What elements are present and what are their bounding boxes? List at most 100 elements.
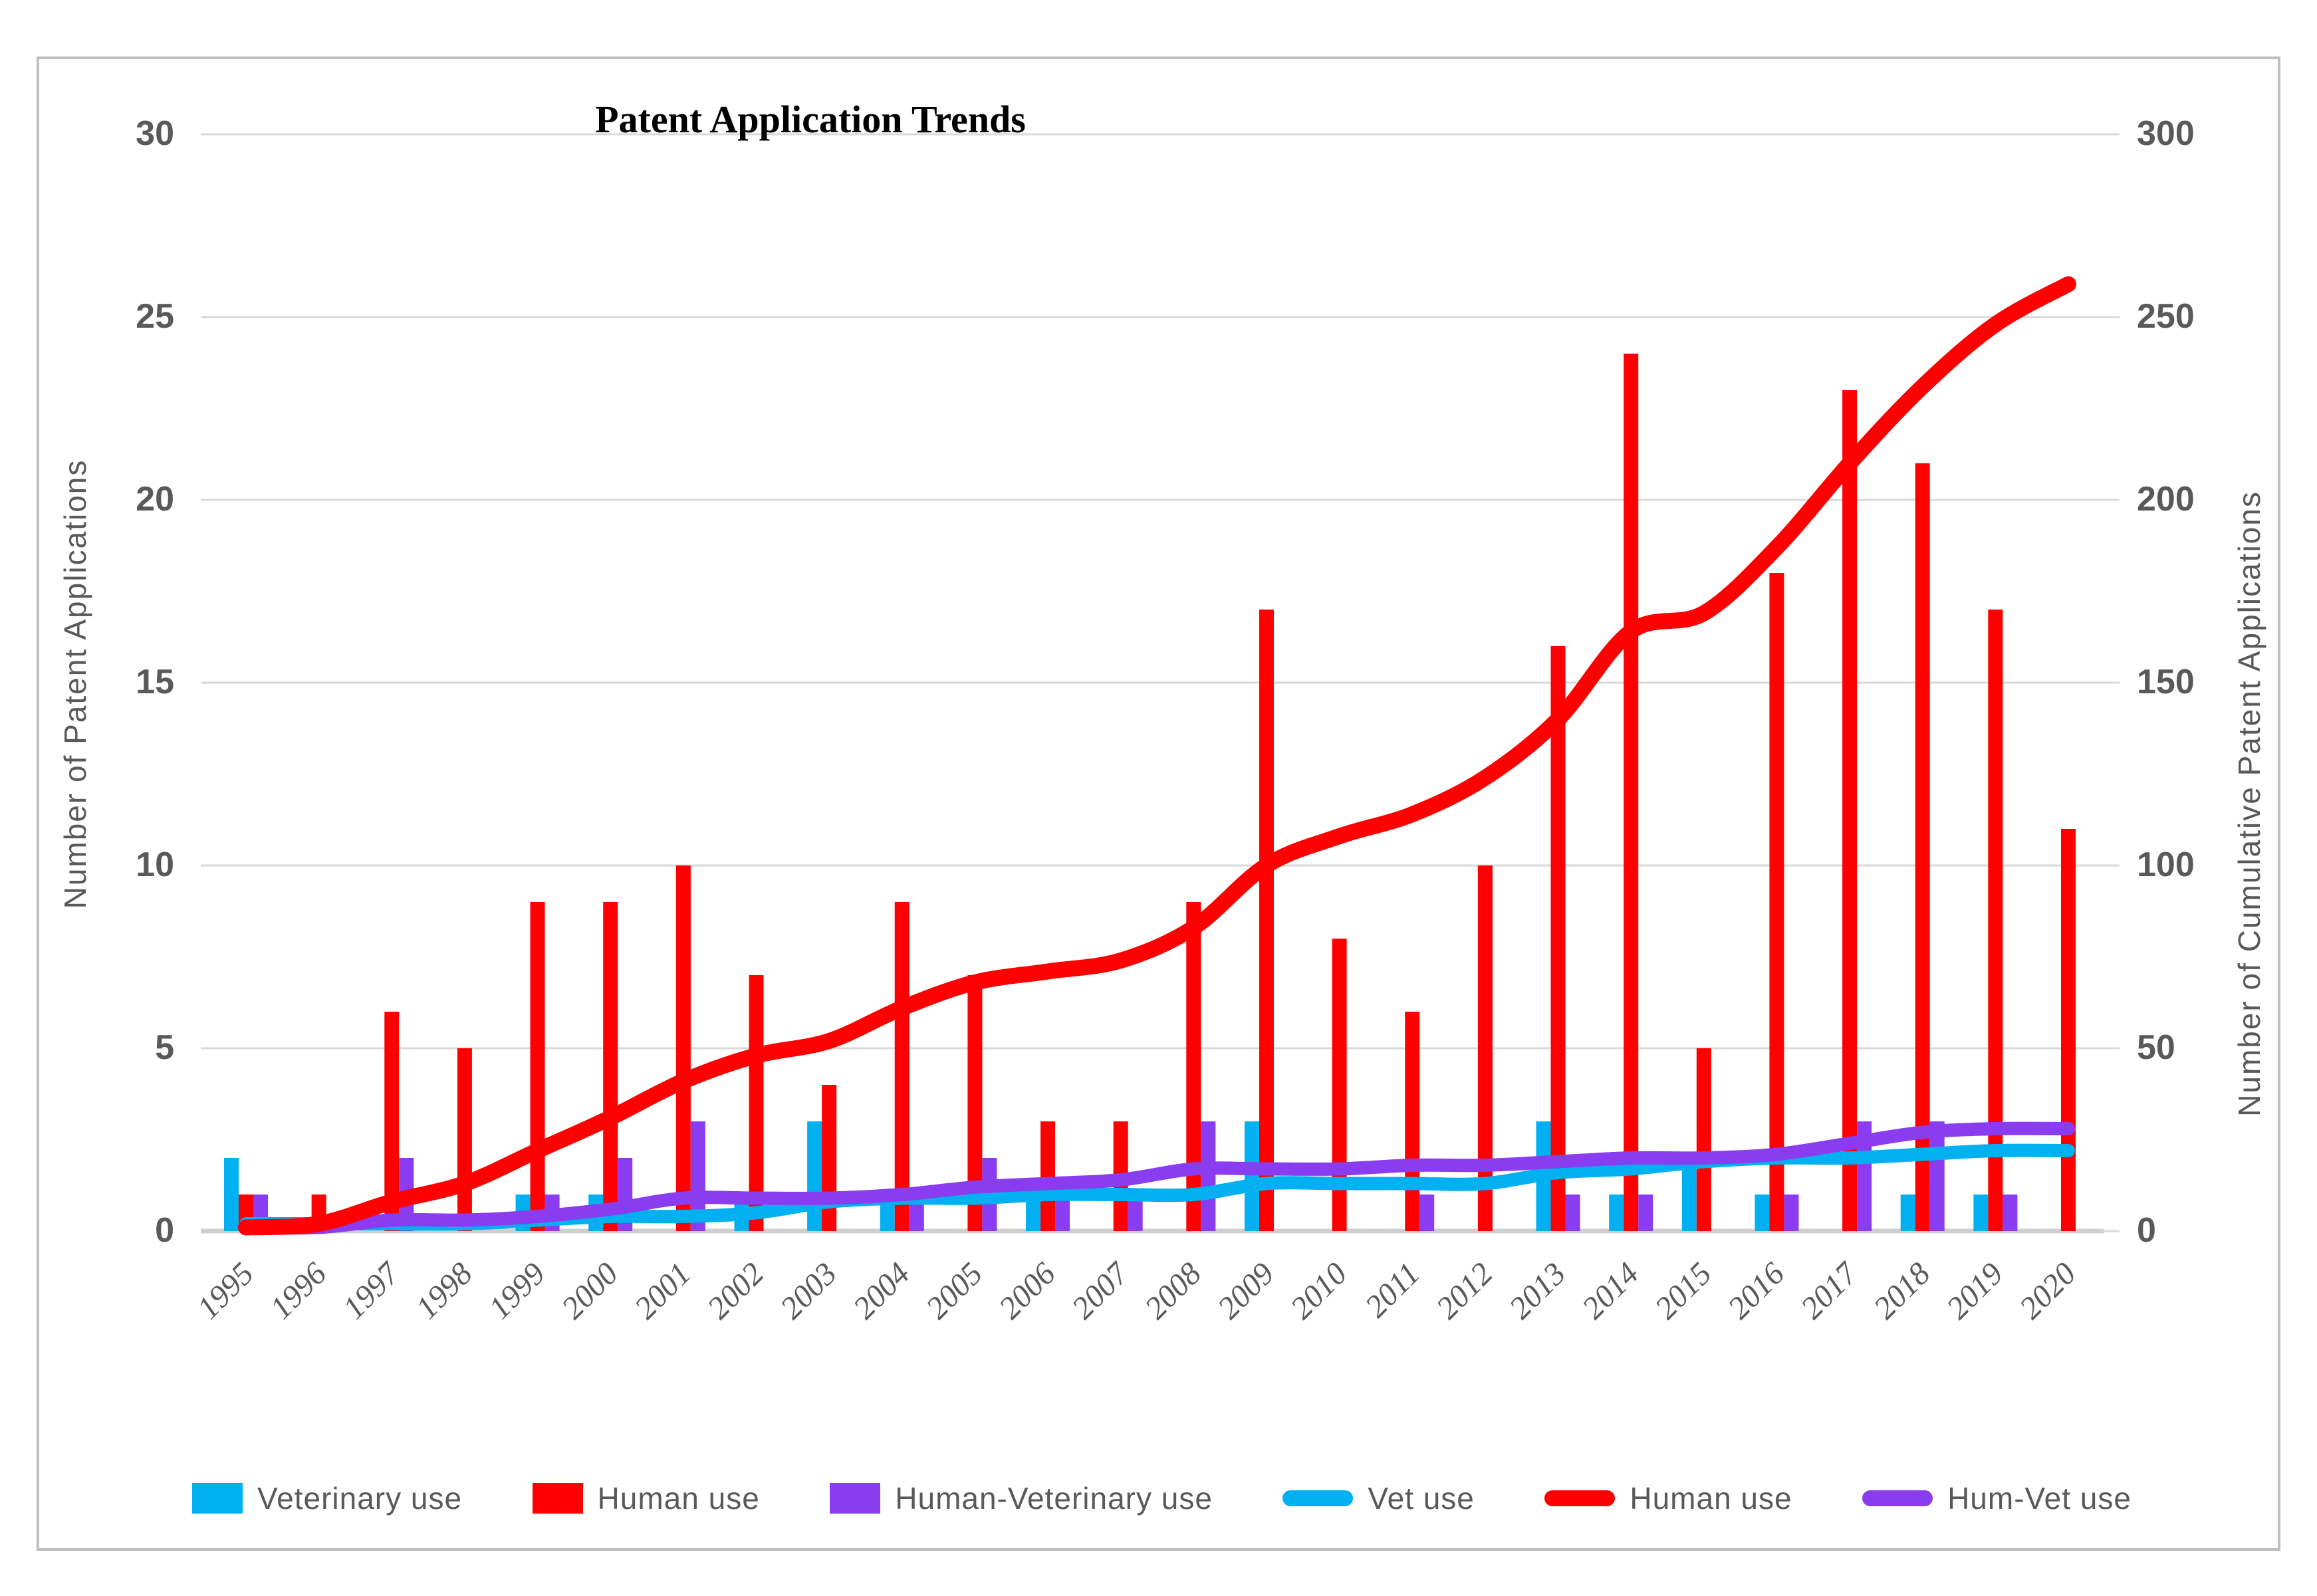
left-axis-title: Number of Patent Applications xyxy=(58,459,92,909)
x-tick-label-2001: 2001 xyxy=(628,1256,697,1325)
right-tick-label-250: 250 xyxy=(2137,297,2195,336)
legend-label: Human use xyxy=(597,1481,760,1516)
x-tick-label-1998: 1998 xyxy=(409,1256,479,1325)
x-tick-label-2008: 2008 xyxy=(1138,1256,1208,1325)
x-tick-label-1996: 1996 xyxy=(263,1256,333,1325)
legend-item-vet-use: Vet use xyxy=(1282,1480,1474,1516)
legend-item-hum-vet-use: Hum-Vet use xyxy=(1862,1480,2132,1516)
x-tick-label-1995: 1995 xyxy=(190,1256,260,1325)
chart-title: Patent Application Trends xyxy=(595,98,1026,141)
legend-label: Human-Veterinary use xyxy=(895,1481,1213,1516)
legend-swatch-bar xyxy=(192,1483,243,1514)
right-tick-label-200: 200 xyxy=(2137,480,2195,518)
legend-item-human-use: Human use xyxy=(1544,1480,1792,1516)
bar-human-use-2019 xyxy=(1988,610,2003,1231)
x-tick-label-2010: 2010 xyxy=(1284,1256,1354,1325)
right-axis-title: Number of Cumulative Patent Applications xyxy=(2232,491,2266,1117)
bar-human-veterinary-use-2019 xyxy=(2003,1195,2018,1231)
bar-human-use-2010 xyxy=(1332,939,1347,1231)
bar-veterinary-use-2018 xyxy=(1900,1195,1915,1231)
cumulative-line-hum-vet-use xyxy=(239,1121,2075,1235)
bar-human-veterinary-use-2013 xyxy=(1565,1195,1580,1231)
legend-item-veterinary-use: Veterinary use xyxy=(192,1480,462,1516)
legend-item-human-use: Human use xyxy=(532,1480,760,1516)
bar-human-use-2013 xyxy=(1550,646,1566,1231)
x-tick-label-2007: 2007 xyxy=(1065,1255,1136,1326)
bar-human-use-2012 xyxy=(1477,865,1493,1231)
bar-human-use-2014 xyxy=(1624,354,1639,1231)
right-tick-label-50: 50 xyxy=(2137,1028,2175,1067)
left-tick-label-25: 25 xyxy=(136,297,174,336)
bar-veterinary-use-2016 xyxy=(1755,1195,1770,1231)
x-tick-label-2019: 2019 xyxy=(1940,1256,2010,1325)
left-tick-label-5: 5 xyxy=(155,1028,174,1067)
bar-human-use-2000 xyxy=(603,902,618,1231)
right-tick-label-300: 300 xyxy=(2137,114,2195,153)
bar-human-veterinary-use-2017 xyxy=(1857,1121,1872,1231)
bar-human-veterinary-use-2011 xyxy=(1419,1195,1435,1231)
legend-label: Human use xyxy=(1630,1481,1792,1516)
bar-human-use-2017 xyxy=(1842,390,1858,1231)
bar-human-veterinary-use-2006 xyxy=(1055,1195,1070,1231)
right-tick-label-100: 100 xyxy=(2137,846,2195,884)
x-tick-label-2005: 2005 xyxy=(919,1256,989,1325)
x-tick-label-2017: 2017 xyxy=(1794,1255,1865,1326)
legend-label: Veterinary use xyxy=(257,1481,463,1516)
bar-human-use-1998 xyxy=(457,1048,472,1231)
bar-veterinary-use-2009 xyxy=(1244,1121,1259,1231)
bar-human-use-2002 xyxy=(749,975,764,1231)
bar-human-veterinary-use-2014 xyxy=(1638,1195,1653,1231)
bar-human-use-1999 xyxy=(530,902,545,1231)
legend-label: Vet use xyxy=(1368,1481,1475,1516)
chart-legend: Veterinary use Human use Human-Veterinary … xyxy=(192,1462,2132,1535)
left-tick-label-0: 0 xyxy=(155,1211,174,1250)
bar-human-use-2003 xyxy=(822,1085,837,1231)
bar-veterinary-use-2014 xyxy=(1609,1195,1624,1231)
x-tick-label-2006: 2006 xyxy=(992,1256,1062,1325)
x-tick-label-2014: 2014 xyxy=(1576,1256,1646,1325)
right-tick-label-150: 150 xyxy=(2137,663,2195,701)
x-tick-label-2009: 2009 xyxy=(1211,1256,1280,1325)
x-tick-label-2016: 2016 xyxy=(1721,1256,1791,1325)
bar-human-veterinary-use-2008 xyxy=(1201,1121,1216,1231)
legend-swatch-line xyxy=(1862,1490,1933,1506)
left-tick-label-15: 15 xyxy=(136,663,174,701)
x-tick-label-2002: 2002 xyxy=(701,1256,771,1325)
left-tick-label-30: 30 xyxy=(136,114,174,153)
bar-veterinary-use-2003 xyxy=(807,1121,822,1231)
bar-human-veterinary-use-2007 xyxy=(1128,1195,1143,1231)
bar-human-use-2008 xyxy=(1186,902,1201,1231)
x-tick-label-2000: 2000 xyxy=(555,1256,625,1325)
legend-swatch-line xyxy=(1282,1490,1354,1506)
bar-human-use-2020 xyxy=(2061,829,2076,1231)
bar-veterinary-use-2019 xyxy=(1973,1195,1989,1231)
legend-item-human-veterinary-use: Human-Veterinary use xyxy=(830,1480,1213,1516)
right-tick-label-0: 0 xyxy=(2137,1211,2156,1250)
bar-veterinary-use-2006 xyxy=(1026,1195,1041,1231)
x-tick-label-1999: 1999 xyxy=(482,1256,552,1325)
bar-human-use-2005 xyxy=(967,975,983,1231)
x-tick-label-2018: 2018 xyxy=(1867,1256,1937,1325)
bar-human-use-2001 xyxy=(675,865,691,1231)
x-tick-label-2011: 2011 xyxy=(1358,1256,1427,1324)
x-tick-label-2020: 2020 xyxy=(2012,1256,2082,1325)
bar-veterinary-use-2015 xyxy=(1681,1158,1697,1231)
legend-swatch-line xyxy=(1544,1490,1616,1506)
bar-veterinary-use-1995 xyxy=(224,1158,239,1231)
x-tick-label-2004: 2004 xyxy=(846,1256,916,1325)
bar-human-use-2015 xyxy=(1696,1048,1711,1231)
left-tick-label-20: 20 xyxy=(136,480,174,518)
bar-human-use-2011 xyxy=(1405,1012,1420,1231)
x-tick-label-1997: 1997 xyxy=(336,1255,408,1326)
cumulative-line-human-use xyxy=(238,276,2076,1236)
bar-human-use-2009 xyxy=(1259,610,1274,1231)
x-tick-label-2013: 2013 xyxy=(1503,1256,1572,1325)
bar-human-veterinary-use-2016 xyxy=(1784,1195,1799,1231)
x-tick-label-2015: 2015 xyxy=(1648,1256,1718,1325)
legend-label: Hum-Vet use xyxy=(1947,1481,2132,1516)
chart-frame: 0 0 5 50 10 100 15 150 20 200 25 250 30 300 1995 1996 19… xyxy=(37,57,2280,1551)
legend-swatch-bar xyxy=(532,1483,583,1514)
x-tick-label-2012: 2012 xyxy=(1429,1256,1499,1325)
